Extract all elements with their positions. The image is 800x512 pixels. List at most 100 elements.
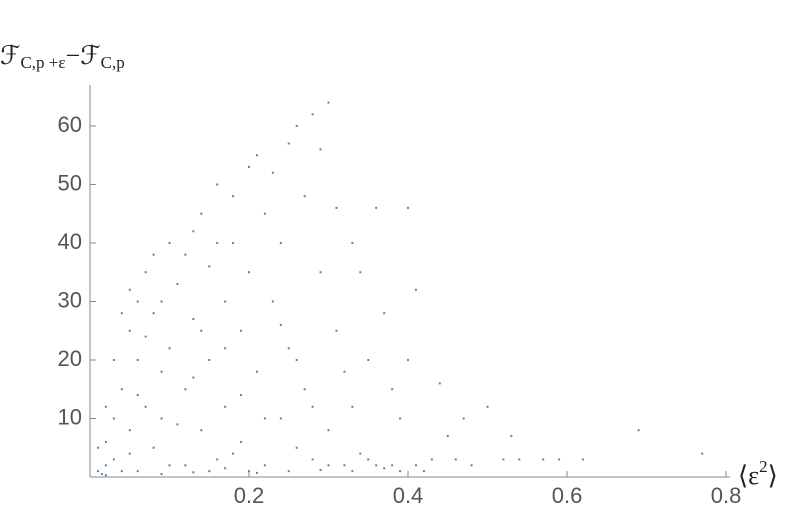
y-tick-label: 50 [58, 170, 82, 195]
point [248, 165, 251, 168]
point [136, 358, 139, 361]
y-tick-label: 40 [58, 229, 82, 254]
point [399, 470, 402, 473]
point [383, 312, 386, 315]
point [414, 288, 417, 291]
point [248, 470, 251, 473]
point [152, 312, 155, 315]
point [120, 470, 123, 473]
point [279, 241, 282, 244]
point [279, 323, 282, 326]
point [343, 370, 346, 373]
point [96, 446, 99, 449]
point [192, 376, 195, 379]
point [558, 458, 561, 461]
y-label-part: − [66, 41, 81, 70]
point [232, 452, 235, 455]
point [100, 473, 103, 476]
y-tick-label: 60 [58, 112, 82, 137]
x-label-part: ⟩ [768, 461, 778, 490]
point [430, 458, 433, 461]
point [327, 101, 330, 104]
point [263, 212, 266, 215]
point [208, 265, 211, 268]
point [128, 329, 131, 332]
point [335, 206, 338, 209]
point [375, 206, 378, 209]
point [295, 124, 298, 127]
point [255, 154, 258, 157]
x-tick-label: 0.2 [234, 483, 265, 508]
point [287, 142, 290, 145]
point [104, 440, 107, 443]
point [255, 471, 258, 474]
point [311, 113, 314, 116]
point [144, 271, 147, 274]
point [96, 470, 99, 473]
point [184, 388, 187, 391]
point [152, 253, 155, 256]
point [407, 358, 410, 361]
point [184, 253, 187, 256]
point [263, 464, 266, 467]
point [200, 329, 203, 332]
point [216, 458, 219, 461]
point [160, 370, 163, 373]
point [184, 464, 187, 467]
point [208, 358, 211, 361]
point [200, 429, 203, 432]
point [295, 358, 298, 361]
point [136, 300, 139, 303]
point [399, 417, 402, 420]
y-label-part: C,p [101, 53, 125, 72]
point [152, 446, 155, 449]
point [240, 329, 243, 332]
point [232, 241, 235, 244]
point [701, 452, 704, 455]
point [486, 405, 489, 408]
point [271, 300, 274, 303]
point [343, 464, 346, 467]
point [422, 470, 425, 473]
point [136, 470, 139, 473]
point [518, 458, 521, 461]
y-label-part: C,p +ε [20, 53, 65, 72]
y-label-part: ℱ [0, 41, 20, 70]
point [287, 470, 290, 473]
point [128, 452, 131, 455]
point [240, 394, 243, 397]
point [232, 195, 235, 198]
point [112, 417, 115, 420]
point [200, 212, 203, 215]
point [311, 458, 314, 461]
point [104, 405, 107, 408]
point [208, 470, 211, 473]
point [391, 388, 394, 391]
point [192, 471, 195, 474]
point [375, 464, 378, 467]
x-tick-label: 0.8 [711, 483, 742, 508]
point [351, 241, 354, 244]
point [128, 429, 131, 432]
point [462, 417, 465, 420]
point [216, 241, 219, 244]
point [168, 347, 171, 350]
point [160, 300, 163, 303]
point [359, 271, 362, 274]
point [120, 312, 123, 315]
point [502, 458, 505, 461]
point [383, 467, 386, 470]
y-axis-label: ℱC,p +ε−ℱC,p [0, 41, 125, 72]
point [637, 429, 640, 432]
point [160, 417, 163, 420]
point [192, 318, 195, 321]
point [438, 382, 441, 385]
point [407, 206, 410, 209]
y-label-part: ℱ [80, 41, 100, 70]
point [224, 300, 227, 303]
point [279, 417, 282, 420]
point [367, 458, 370, 461]
point [144, 335, 147, 338]
point [391, 464, 394, 467]
